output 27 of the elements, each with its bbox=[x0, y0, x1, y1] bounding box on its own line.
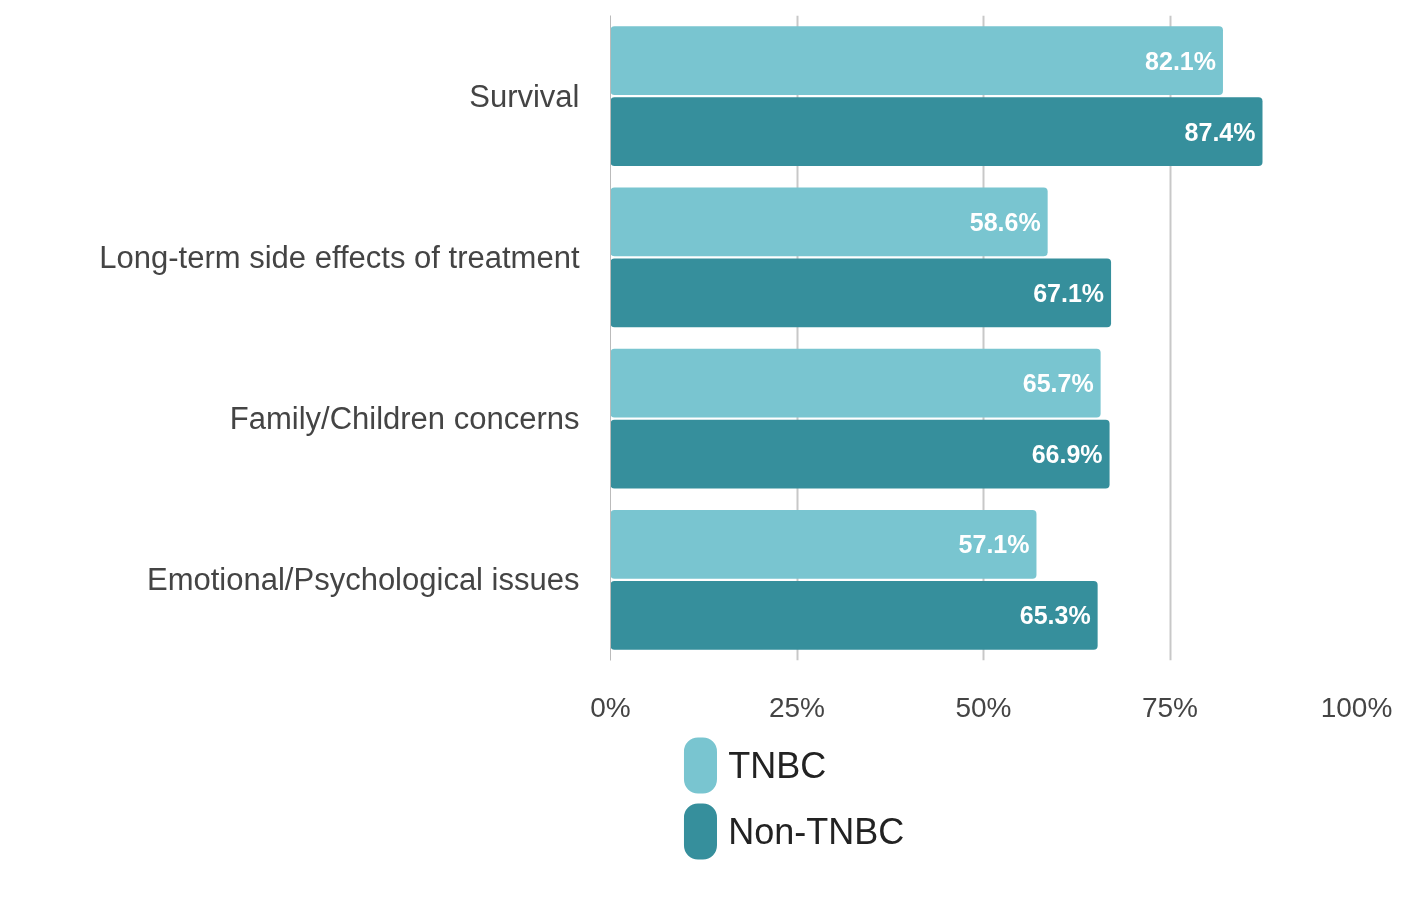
bar bbox=[610, 258, 1112, 328]
data-label: 67.1% bbox=[1033, 278, 1105, 307]
bar bbox=[610, 97, 1263, 167]
data-label: 66.9% bbox=[1031, 440, 1103, 469]
data-label: 65.3% bbox=[1019, 601, 1091, 630]
bar bbox=[610, 580, 1098, 650]
x-tick-label: 100% bbox=[1320, 691, 1393, 723]
data-label: 58.6% bbox=[969, 207, 1041, 236]
bar bbox=[610, 348, 1101, 418]
x-tick-label: 75% bbox=[1141, 691, 1199, 723]
x-tick-label: 0% bbox=[590, 691, 631, 723]
bar bbox=[610, 26, 1223, 96]
data-label: 65.7% bbox=[1022, 369, 1094, 398]
data-label: 87.4% bbox=[1184, 117, 1256, 146]
y-tick-label: Long-term side effects of treatment bbox=[99, 239, 580, 275]
legend-label: TNBC bbox=[728, 745, 827, 786]
x-tick-label: 50% bbox=[955, 691, 1012, 723]
y-tick-label: Survival bbox=[469, 78, 580, 114]
data-label: 57.1% bbox=[958, 530, 1030, 559]
y-tick-label: Emotional/Psychological issues bbox=[147, 562, 580, 598]
bar bbox=[610, 509, 1037, 579]
bar bbox=[610, 187, 1048, 257]
bar bbox=[610, 419, 1110, 489]
data-label: 82.1% bbox=[1145, 46, 1216, 75]
legend-label: Non-TNBC bbox=[728, 811, 905, 852]
y-tick-label: Family/Children concerns bbox=[229, 401, 580, 437]
x-tick-label: 25% bbox=[768, 691, 826, 723]
